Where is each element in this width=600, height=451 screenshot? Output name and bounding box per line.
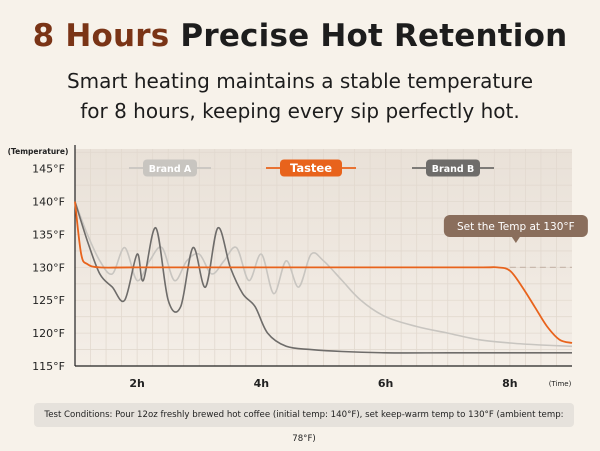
x-tick-label: 8h [502, 377, 518, 390]
headline-rest: Precise Hot Retention [180, 18, 568, 54]
y-tick-label: 145°F [32, 163, 65, 176]
legend-label-brand-b: Brand B [432, 164, 474, 175]
x-axis-label: (Time) [549, 380, 572, 388]
legend-badge-brand-a [143, 159, 197, 177]
y-tick-label: 115°F [32, 360, 65, 373]
y-tick-label: 125°F [32, 294, 65, 307]
x-tick-label: 2h [129, 377, 145, 390]
y-tick-label: 140°F [32, 196, 65, 209]
y-tick-label: 120°F [32, 327, 65, 340]
legend-label-tastee: Tastee [290, 161, 332, 175]
y-tick-label: 135°F [32, 228, 65, 241]
legend-badge-tastee [280, 159, 342, 177]
legend-badge-brand-b [426, 159, 480, 177]
temperature-chart: 145°F 140°F 135°F 130°F 125°F 120°F 115°F (Temp… [8, 145, 588, 390]
subtitle-line-1: Smart heating maintains a stable tempera… [66, 69, 534, 93]
headline-highlight: 8 Hours [32, 18, 170, 54]
x-tick-label: 6h [378, 377, 394, 390]
series-line-brand-b [74, 201, 572, 354]
annotation-pointer [511, 237, 520, 243]
legend-label-brand-a: Brand A [149, 164, 192, 175]
annotation-text: Set the Temp at 130°F [457, 221, 575, 233]
subtitle-line-2: for 8 hours, keeping every sip perfectly… [80, 99, 520, 123]
test-conditions-note: Test Conditions: Pour 12oz freshly brewe… [34, 403, 574, 444]
annotation-callout [443, 215, 588, 237]
y-axis-label: (Temperature) [8, 147, 69, 156]
series-line-tastee [74, 201, 573, 344]
y-tick-label: 130°F [32, 261, 65, 274]
x-tick-label: 4h [254, 377, 270, 390]
subtitle: Smart heating maintains a stable tempera… [40, 66, 560, 126]
headline: 8 Hours Precise Hot Retention [0, 18, 600, 54]
